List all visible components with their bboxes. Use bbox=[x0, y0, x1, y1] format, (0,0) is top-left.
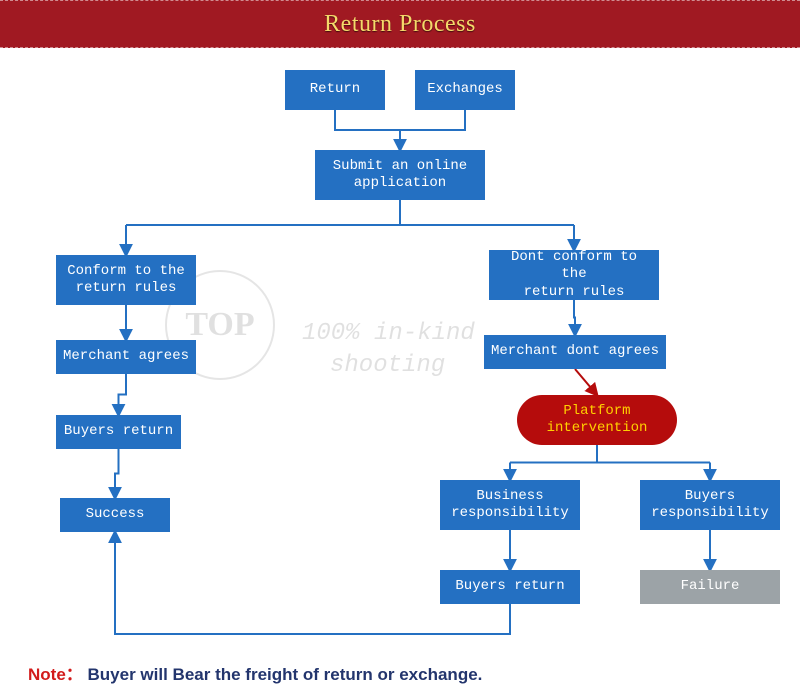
header-ribbon: Return Process bbox=[0, 0, 800, 48]
node-bret1: Buyers return bbox=[56, 415, 181, 449]
node-nconform: Dont conform to the return rules bbox=[489, 250, 659, 300]
node-mnagree: Merchant dont agrees bbox=[484, 335, 666, 369]
footer-note: Note： Buyer will Bear the freight of ret… bbox=[28, 660, 482, 685]
node-success: Success bbox=[60, 498, 170, 532]
node-bret2: Buyers return bbox=[440, 570, 580, 604]
node-conform: Conform to the return rules bbox=[56, 255, 196, 305]
node-magree: Merchant agrees bbox=[56, 340, 196, 374]
node-exch: Exchanges bbox=[415, 70, 515, 110]
node-bizresp: Business responsibility bbox=[440, 480, 580, 530]
node-platform: Platform intervention bbox=[517, 395, 677, 445]
node-failure: Failure bbox=[640, 570, 780, 604]
node-buyresp: Buyers responsibility bbox=[640, 480, 780, 530]
note-text: Buyer will Bear the freight of return or… bbox=[88, 665, 483, 684]
watermark-circle-label: TOP bbox=[185, 306, 254, 344]
node-ret: Return bbox=[285, 70, 385, 110]
watermark-line-1: 100% in-kind bbox=[302, 320, 475, 347]
note-label: Note： bbox=[28, 665, 83, 684]
watermark-line-2: shooting bbox=[330, 352, 445, 379]
node-submit: Submit an online application bbox=[315, 150, 485, 200]
header-title: Return Process bbox=[324, 11, 476, 38]
